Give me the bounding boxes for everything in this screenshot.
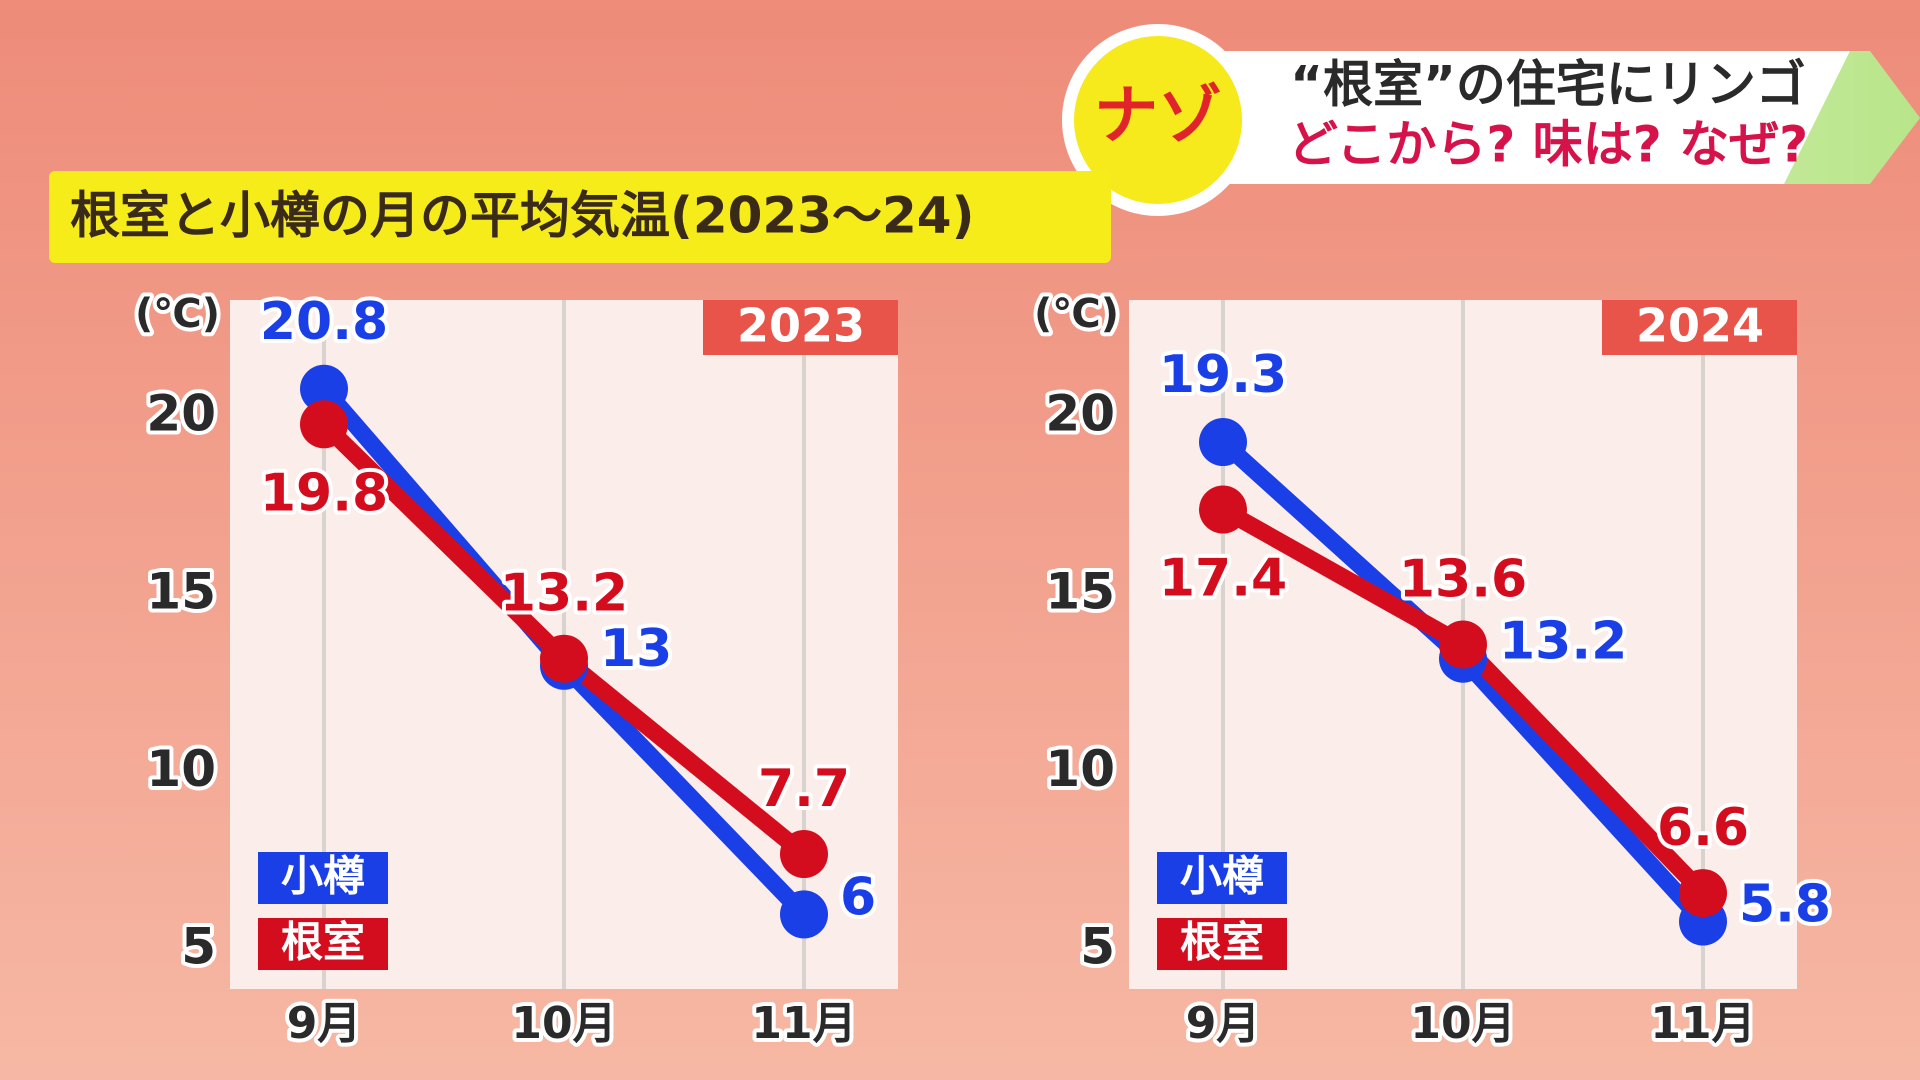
data-label: 6.6 (1657, 798, 1749, 858)
data-label: 13 (600, 619, 672, 679)
y-tick-label: 15 (146, 562, 216, 620)
data-point (1199, 418, 1247, 467)
y-tick-label: 5 (181, 917, 216, 975)
year-box (1602, 300, 1797, 355)
legend-label: 小樽 (1180, 852, 1264, 901)
y-tick-label: 5 (1080, 917, 1115, 975)
x-tick-label: 9月 (1186, 998, 1261, 1049)
data-label: 13.6 (1399, 550, 1527, 610)
x-tick-label: 10月 (511, 998, 616, 1049)
x-tick-label: 11月 (1650, 998, 1755, 1049)
y-tick-label: 15 (1045, 562, 1115, 620)
data-label: 13.2 (500, 564, 628, 624)
data-point (540, 634, 588, 683)
banner (1224, 51, 1784, 184)
legend-label: 小樽 (281, 852, 365, 901)
x-tick-label: 11月 (751, 998, 856, 1049)
chart-title: 2023 (737, 299, 865, 353)
banner-edge (1784, 51, 1850, 184)
data-label: 5.8 (1739, 875, 1831, 935)
data-point (780, 830, 828, 879)
page-title: 根室と小樽の月の平均気温(2023～24) (70, 187, 974, 245)
data-point (300, 400, 348, 449)
legend-swatch (1157, 852, 1287, 904)
year-box (703, 300, 898, 355)
data-label: 19.3 (1159, 345, 1287, 405)
data-label: 20.8 (260, 292, 388, 352)
data-point (1679, 869, 1727, 918)
headline: “根室”の住宅にリンゴ (1290, 56, 1806, 114)
legend-label: 根室 (1180, 918, 1264, 967)
legend-label: 根室 (281, 918, 365, 967)
data-point (1439, 620, 1487, 669)
y-tick-label: 10 (1045, 740, 1115, 798)
chart-title: 2024 (1636, 299, 1764, 353)
headline: どこから? 味は? なぜ? (1288, 116, 1808, 174)
legend-swatch (258, 852, 388, 904)
y-tick-label: 10 (146, 740, 216, 798)
data-point (1199, 485, 1247, 534)
data-label: 7.7 (758, 759, 850, 819)
data-label: 6 (840, 867, 876, 927)
x-tick-label: 9月 (287, 998, 362, 1049)
y-tick-label: 20 (1045, 385, 1115, 443)
data-point (300, 364, 348, 413)
data-point (780, 890, 828, 939)
data-label: 19.8 (260, 463, 388, 523)
data-label: 13.2 (1499, 612, 1627, 672)
y-axis-label: (℃) (135, 291, 220, 337)
y-axis-label: (℃) (1034, 291, 1119, 337)
legend-swatch (258, 918, 388, 970)
badge-text: ナゾ (1094, 80, 1222, 154)
legend-swatch (1157, 918, 1287, 970)
data-label: 17.4 (1159, 549, 1287, 609)
y-tick-label: 20 (146, 385, 216, 443)
title-box (49, 171, 1111, 263)
x-tick-label: 10月 (1410, 998, 1515, 1049)
badge (1074, 36, 1242, 204)
